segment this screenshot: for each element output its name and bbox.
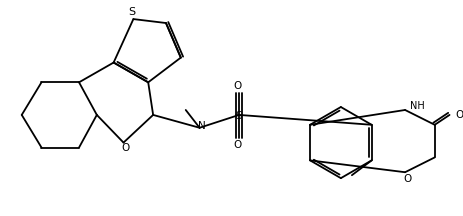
Text: S: S [236, 111, 243, 121]
Text: N: N [198, 121, 206, 131]
Text: NH: NH [410, 101, 425, 111]
Text: O: O [233, 140, 241, 149]
Text: O: O [456, 110, 463, 120]
Text: S: S [128, 7, 135, 17]
Text: O: O [121, 143, 130, 152]
Text: O: O [403, 174, 411, 184]
Text: O: O [233, 81, 241, 91]
